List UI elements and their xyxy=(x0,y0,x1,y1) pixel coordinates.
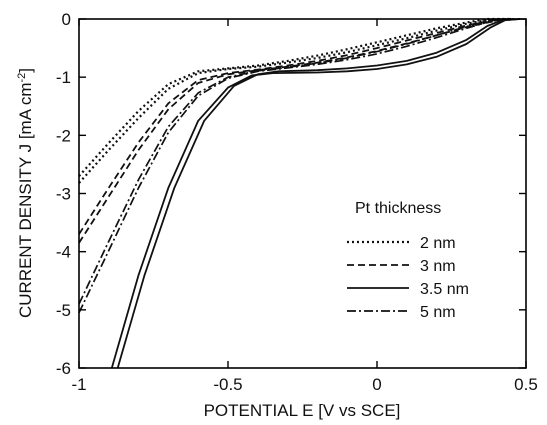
legend-label-3.5-nm: 3.5 nm xyxy=(420,281,469,298)
series-layer xyxy=(78,17,521,369)
x-axis-label: POTENTIAL E [V vs SCE] xyxy=(204,401,401,420)
series-line-3-nm-3 xyxy=(78,18,515,235)
y-tick-label: -4 xyxy=(56,243,71,262)
y-axis-label-main: CURRENT DENSITY J [mA cm xyxy=(16,83,35,319)
y-tick-label: -5 xyxy=(56,301,71,320)
legend-label-5-nm: 5 nm xyxy=(420,304,456,321)
legend-title: Pt thickness xyxy=(355,200,441,217)
series-line-5-nm-7 xyxy=(78,18,512,305)
x-tick-label: 0.5 xyxy=(514,375,538,394)
series-line-2-nm-0 xyxy=(78,17,512,184)
y-axis-label: CURRENT DENSITY J [mA cm-2] xyxy=(16,68,35,318)
y-axis-label-end: ] xyxy=(16,68,35,73)
y-tick-label: -2 xyxy=(56,126,71,145)
series-line-3-nm-2 xyxy=(78,18,515,244)
y-axis-label-superscript: -2 xyxy=(16,73,28,83)
x-tick-label: 0 xyxy=(372,375,381,394)
x-tick-label: -0.5 xyxy=(213,375,242,394)
series-line-3.5-nm-5 xyxy=(116,18,521,369)
y-tick-label: -6 xyxy=(56,359,71,378)
legend-label-3-nm: 3 nm xyxy=(420,258,456,275)
series-line-2-nm-1 xyxy=(78,17,512,177)
y-tick-label: -1 xyxy=(56,68,71,87)
legend: Pt thickness 2 nm 3 nm 3.5 nm 5 nm xyxy=(347,200,469,321)
ticks-layer: -1 -0.5 0 0.5 0 -1 -2 -3 -4 -5 -6 xyxy=(56,10,538,394)
y-tick-label: 0 xyxy=(62,10,71,29)
legend-label-2-nm: 2 nm xyxy=(420,235,456,252)
series-line-5-nm-6 xyxy=(78,18,512,314)
x-tick-label: -1 xyxy=(71,375,86,394)
series-line-3.5-nm-4 xyxy=(110,18,521,369)
y-tick-label: -3 xyxy=(56,185,71,204)
